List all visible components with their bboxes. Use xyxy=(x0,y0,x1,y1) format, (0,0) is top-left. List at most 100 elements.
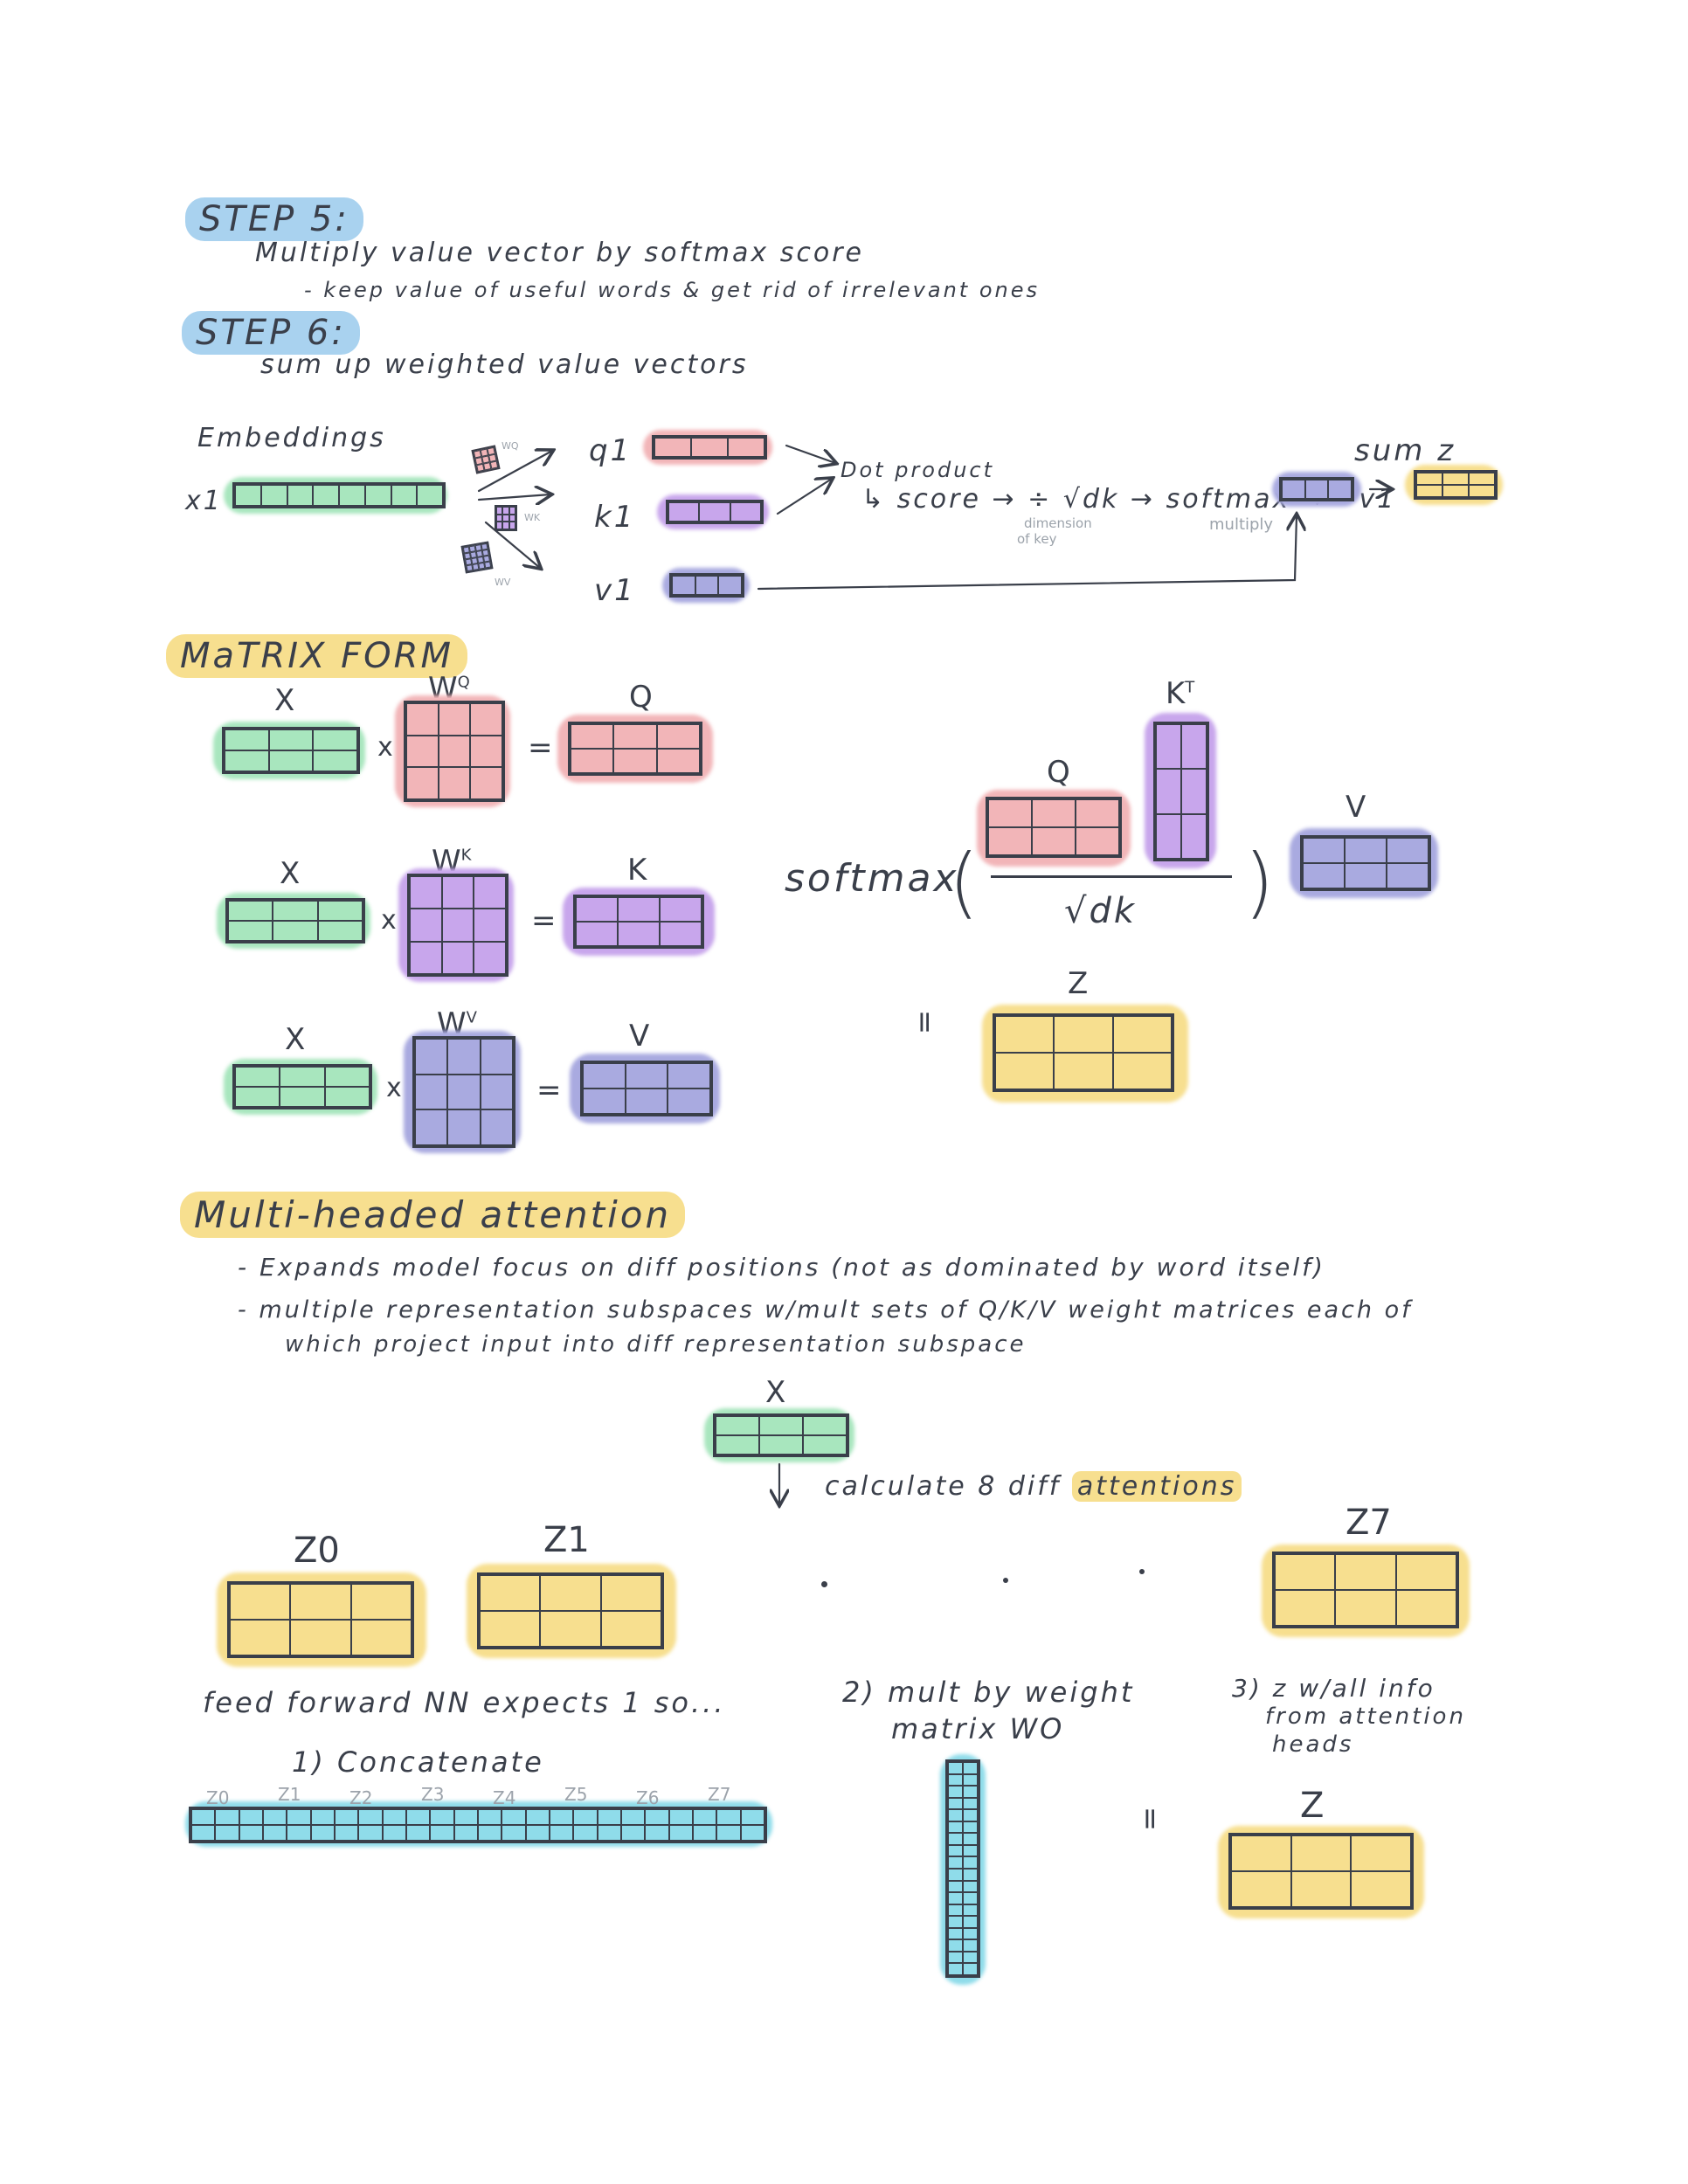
concat-label-0: Z0 xyxy=(206,1787,230,1808)
wo-cell xyxy=(948,1904,963,1917)
wv-tiny-label: WV xyxy=(495,577,511,588)
step5-line2: - keep value of useful words & get rid o… xyxy=(304,278,1040,302)
mf-k-label: K xyxy=(627,853,647,888)
wo-cell xyxy=(948,1797,963,1810)
softmax-label: softmax xyxy=(785,856,959,901)
wo-cell xyxy=(948,1821,963,1834)
wo-cell xyxy=(963,1821,978,1834)
mf-equals-1: = xyxy=(528,730,553,765)
wo-cell xyxy=(963,1809,978,1821)
ellipsis-dot-1 xyxy=(821,1581,827,1587)
concat-cell xyxy=(239,1825,263,1841)
mh-bullet1: - Expands model focus on diff positions … xyxy=(238,1253,1325,1282)
x1-vector xyxy=(232,482,446,508)
step2b-label: matrix WO xyxy=(891,1712,1065,1745)
wo-cell xyxy=(948,1880,963,1893)
wo-cell xyxy=(948,1809,963,1821)
sm-v-matrix xyxy=(1300,835,1431,891)
z0-label: Z0 xyxy=(294,1531,340,1571)
step3c-label: heads xyxy=(1272,1731,1354,1758)
ellipsis-dot-3 xyxy=(1139,1569,1145,1574)
ffnn-label: feed forward NN expects 1 so... xyxy=(203,1686,726,1719)
v1-weighted-vector xyxy=(1279,477,1354,501)
sm-z-label: Z xyxy=(1068,966,1089,1001)
concat-cell xyxy=(382,1809,406,1825)
multiply-label: multiply xyxy=(1209,515,1274,534)
concat-cell xyxy=(740,1825,764,1841)
wo-cell xyxy=(963,1856,978,1869)
concat-cell xyxy=(597,1825,621,1841)
concat-cell xyxy=(406,1809,431,1825)
wo-cell xyxy=(948,1939,963,1952)
wo-cell xyxy=(948,1951,963,1964)
mf-x2-label: X xyxy=(280,856,301,891)
z7-label: Z7 xyxy=(1346,1503,1392,1543)
step6-line1: sum up weighted value vectors xyxy=(260,349,749,380)
wo-cell xyxy=(948,1833,963,1845)
wo-cell xyxy=(963,1844,978,1857)
concat-cell xyxy=(453,1809,478,1825)
mf-wv-matrix xyxy=(412,1036,515,1148)
calc-label: calculate 8 diff attentions xyxy=(825,1471,1242,1502)
concat-cell xyxy=(215,1809,239,1825)
concat-label-1: Z1 xyxy=(278,1784,301,1805)
mf-v-matrix xyxy=(580,1061,713,1116)
arrow-q-to-dot xyxy=(785,444,835,463)
wo-cell xyxy=(948,1762,963,1774)
arrow-x-to-v xyxy=(484,521,540,568)
step5-line1: Multiply value vector by softmax score xyxy=(255,238,864,268)
step3a-label: 3) z w/all info xyxy=(1232,1674,1435,1703)
concat-cell xyxy=(645,1809,669,1825)
step3b-label: from attention xyxy=(1265,1704,1466,1730)
v1-label: v1 xyxy=(594,573,636,608)
final-z-label: Z xyxy=(1300,1786,1325,1826)
step2a-label: 2) mult by weight xyxy=(842,1676,1135,1709)
mf-equals-3: = xyxy=(536,1073,562,1108)
x1-label: x1 xyxy=(185,486,223,516)
wo-cell xyxy=(963,1762,978,1774)
wo-cell xyxy=(963,1868,978,1881)
k1-vector xyxy=(666,500,764,524)
wo-cell xyxy=(948,1892,963,1904)
wo-cell xyxy=(963,1951,978,1964)
wo-cell xyxy=(963,1797,978,1810)
k1-label: k1 xyxy=(594,500,636,535)
concat-cell xyxy=(239,1809,263,1825)
sum-z-vector xyxy=(1414,470,1498,500)
concat-label-4: Z4 xyxy=(493,1787,516,1808)
wo-cell xyxy=(963,1927,978,1940)
concat-cell xyxy=(358,1825,383,1841)
concat-cell xyxy=(478,1809,502,1825)
concat-cell xyxy=(668,1825,693,1841)
sqrt-dk-label: √dk xyxy=(1064,891,1138,931)
mf-x3-label: X xyxy=(285,1022,306,1057)
concat-cell xyxy=(502,1825,526,1841)
wo-cell xyxy=(948,1963,963,1975)
mh-bullet2: - multiple representation subspaces w/mu… xyxy=(238,1296,1413,1324)
arrow-v-line xyxy=(757,515,1297,591)
wo-cell xyxy=(963,1833,978,1845)
concat-cell xyxy=(645,1825,669,1841)
dimension-label: dimension xyxy=(1024,515,1092,531)
wq-tiny-label: WQ xyxy=(502,440,519,452)
mf-x2-matrix xyxy=(225,898,365,943)
concat-cell xyxy=(550,1809,574,1825)
concat-cell xyxy=(525,1825,550,1841)
concat-cell xyxy=(310,1809,335,1825)
concat-cell xyxy=(740,1809,764,1825)
z7-matrix xyxy=(1272,1552,1459,1628)
z1-matrix xyxy=(477,1572,664,1649)
concat-label-2: Z2 xyxy=(349,1787,373,1808)
concat-label-3: Z3 xyxy=(421,1784,445,1805)
step6-title: STEP 6: xyxy=(182,311,360,355)
concat-cell xyxy=(693,1809,717,1825)
z0-matrix xyxy=(227,1581,414,1658)
multi-head-title: Multi-headed attention xyxy=(180,1192,686,1238)
mh-bullet2b: which project input into diff representa… xyxy=(285,1331,1027,1358)
wo-cell xyxy=(963,1904,978,1917)
wo-cell xyxy=(948,1916,963,1928)
concat-cell xyxy=(430,1809,454,1825)
mf-times-3: x xyxy=(386,1073,402,1103)
concat-cell xyxy=(430,1825,454,1841)
mf-x1-matrix xyxy=(222,727,360,774)
